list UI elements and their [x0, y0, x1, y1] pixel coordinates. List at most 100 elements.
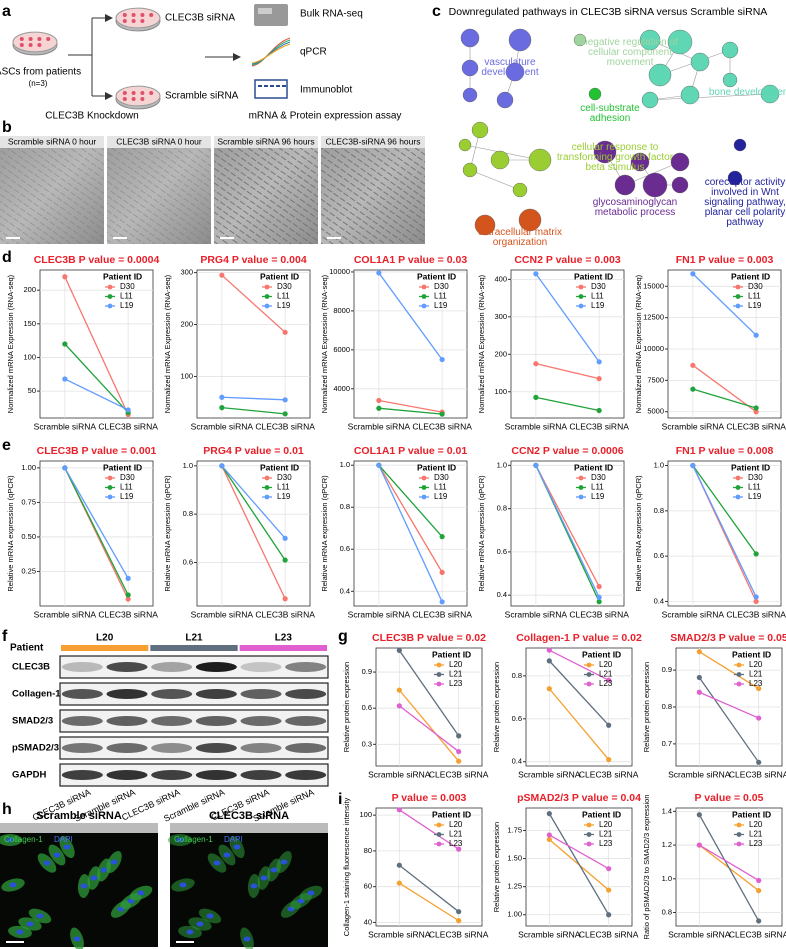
y-tick-label: 0.8 [183, 509, 193, 518]
blot-band [195, 770, 237, 780]
legend-swatch [264, 485, 270, 490]
x-tick-label: CLEC3B siRNA [726, 609, 786, 619]
y-tick-label: 0.8 [654, 506, 664, 515]
legend-swatch [264, 303, 270, 309]
nucleus [250, 883, 258, 889]
data-point [62, 465, 68, 471]
series-line [221, 274, 286, 333]
legend-label: D30 [591, 282, 606, 291]
blot-band [151, 743, 193, 753]
nucleus [80, 883, 88, 889]
y-axis-label: Normalized mRNA Expression (RNA-seq) [634, 274, 643, 413]
network-edge [649, 93, 771, 101]
legend-label: L19 [748, 301, 762, 310]
y-tick-label: 6000 [333, 345, 350, 354]
network-title: Downregulated pathways in CLEC3B siRNA v… [449, 6, 768, 18]
legend-swatch [586, 841, 592, 847]
y-tick-label: 0.8 [662, 907, 672, 916]
data-point [396, 862, 402, 868]
legend-swatch [436, 832, 442, 837]
data-point [439, 599, 445, 605]
assay-label: Immunoblot [300, 85, 352, 96]
plot-area [525, 807, 633, 927]
network-node [512, 182, 528, 198]
y-axis-label: Relative protein expression [342, 662, 351, 752]
stain-label: Collagen-1 [4, 835, 43, 844]
network-node [630, 152, 650, 172]
series-line [221, 465, 286, 561]
patient-bar [150, 645, 238, 651]
legend-label: L11 [748, 483, 761, 492]
micrograph-texture [321, 136, 425, 244]
x-tick-label: Scramble siRNA [662, 609, 725, 619]
data-point [546, 811, 552, 817]
y-axis-label: Normalized mRNA Expression (RNA-seq) [320, 274, 329, 413]
cell-dot [19, 43, 24, 47]
cell-dot [37, 43, 42, 47]
network-node [680, 85, 700, 105]
legend-swatch [264, 294, 270, 299]
x-tick-label: CLEC3B siRNA [255, 609, 315, 619]
nucleus [307, 890, 315, 896]
network-node [588, 87, 602, 101]
cell-dot [131, 13, 136, 17]
y-tick-label: 0.9 [662, 665, 672, 674]
data-point [125, 596, 131, 602]
legend-label: L11 [434, 292, 447, 301]
network-node [461, 59, 479, 77]
series-line [692, 388, 757, 409]
data-point [456, 846, 462, 852]
y-tick-label: 0.8 [497, 504, 507, 513]
micrograph-texture [214, 136, 318, 244]
series-line [221, 396, 286, 401]
legend-label: L23 [449, 679, 463, 688]
legend-label: L11 [748, 292, 761, 301]
data-point [546, 836, 552, 843]
seq-icon [258, 8, 272, 14]
legend-swatch [436, 822, 442, 828]
series-line [398, 882, 460, 922]
legend-title: Patient ID [732, 809, 771, 819]
legend-label: D30 [120, 473, 135, 482]
x-tick-label: CLEC3B siRNA [429, 769, 489, 779]
chart-title: SMAD2/3 P value = 0.05 [670, 632, 786, 644]
y-tick-label: 200 [180, 320, 193, 329]
y-tick-label: 0.6 [512, 714, 522, 723]
legend-swatch [107, 303, 113, 309]
data-point [696, 689, 702, 695]
cell-dot [131, 19, 136, 23]
legend-label: L20 [749, 660, 763, 669]
y-tick-label: 0.9 [362, 667, 372, 676]
plot-area [667, 269, 782, 419]
legend-swatch [736, 672, 742, 677]
data-point [606, 887, 612, 893]
legend-swatch [578, 294, 584, 299]
nucleus [100, 867, 108, 873]
cell-dot [28, 37, 33, 41]
cell-dot [122, 97, 127, 101]
legend-swatch [264, 284, 270, 290]
y-tick-label: 1.0 [340, 460, 350, 469]
blot-band [106, 770, 148, 780]
nucleus [196, 921, 204, 927]
legend-swatch [578, 284, 584, 290]
cell-dot [19, 37, 24, 41]
blot-band [61, 689, 103, 699]
x-tick-label: CLEC3B siRNA [569, 609, 629, 619]
y-tick-label: 0.6 [497, 547, 507, 556]
legend-swatch [578, 494, 584, 500]
legend-swatch [107, 294, 113, 299]
y-tick-label: 100 [23, 352, 36, 361]
y-tick-label: 300 [180, 268, 193, 277]
x-tick-label: CLEC3B siRNA [98, 609, 158, 619]
micrograph-header [0, 136, 104, 148]
blot-band [106, 662, 148, 672]
chart-title: PRG4 P value = 0.01 [203, 445, 304, 457]
legend-title: Patient ID [731, 271, 770, 281]
data-point [546, 832, 552, 838]
blot-band [106, 716, 148, 726]
legend-swatch [436, 672, 442, 677]
legend-title: Patient ID [417, 462, 456, 472]
cluster-label: cellular response to transforming growth… [556, 142, 674, 173]
blot-band [151, 689, 193, 699]
